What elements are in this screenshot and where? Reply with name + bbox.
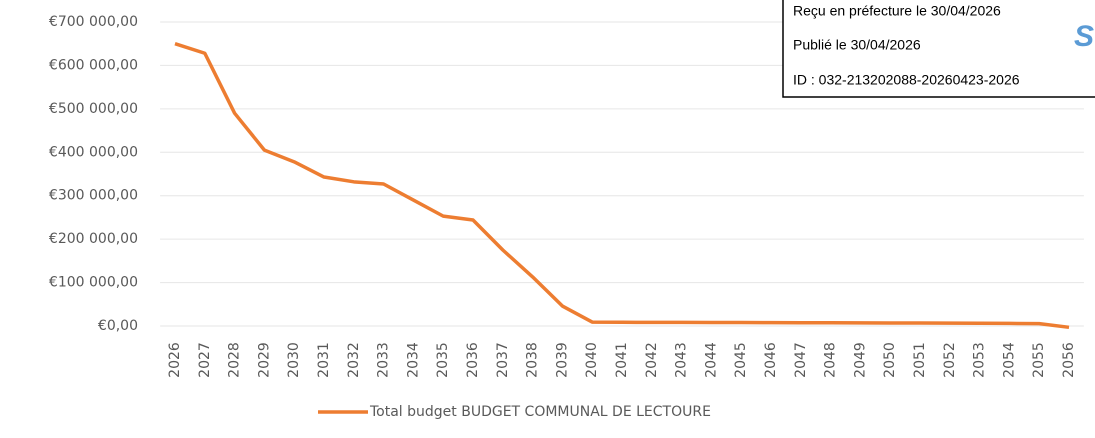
stamp-line: Publié le 30/04/2026 — [793, 37, 921, 53]
x-tick-label: 2049 — [852, 342, 868, 378]
x-tick-label: 2026 — [167, 342, 183, 378]
x-tick-label: 2051 — [912, 342, 928, 378]
x-tick-label: 2048 — [823, 342, 839, 378]
x-tick-label: 2031 — [316, 342, 332, 378]
x-tick-label: 2038 — [525, 342, 541, 378]
x-tick-label: 2045 — [733, 342, 749, 378]
x-tick-label: 2055 — [1031, 342, 1047, 378]
stamp: Reçu en préfecture le 30/04/2026 Publié … — [782, 0, 1095, 98]
x-tick-label: 2041 — [614, 342, 630, 378]
y-tick-label: €400 000,00 — [49, 144, 138, 160]
x-tick-label: 2028 — [227, 342, 243, 378]
x-tick-label: 2030 — [286, 342, 302, 378]
series-line — [174, 42, 1070, 330]
x-tick-label: 2040 — [584, 342, 600, 378]
x-tick-label: 2042 — [644, 342, 660, 378]
stamp-line: Reçu en préfecture le 30/04/2026 — [793, 3, 1001, 19]
y-tick-label: €500 000,00 — [49, 101, 138, 117]
y-tick-label: €700 000,00 — [49, 14, 138, 30]
x-tick-label: 2027 — [197, 342, 213, 378]
stamp-box — [782, 0, 1095, 98]
x-tick-label: 2032 — [346, 342, 362, 378]
x-tick-label: 2036 — [465, 342, 481, 378]
x-tick-label: 2047 — [793, 342, 809, 378]
x-tick-label: 2034 — [405, 342, 421, 378]
x-tick-label: 2053 — [972, 342, 988, 378]
y-tick-label: €0,00 — [98, 318, 138, 334]
x-tick-label: 2054 — [1001, 342, 1017, 378]
x-tick-label: 2039 — [554, 342, 570, 378]
y-tick-label: €200 000,00 — [49, 231, 138, 247]
y-tick-label: €600 000,00 — [49, 57, 138, 73]
x-tick-label: 2044 — [703, 342, 719, 378]
y-tick-label: €100 000,00 — [49, 275, 138, 291]
x-tick-label: 2035 — [435, 342, 451, 378]
x-tick-label: 2043 — [674, 342, 690, 378]
stamp-logo: S — [1074, 20, 1094, 53]
x-tick-label: 2029 — [256, 342, 272, 378]
stamp-line: ID : 032-213202088-20260423-2026 — [793, 72, 1020, 88]
x-tick-label: 2052 — [942, 342, 958, 378]
x-tick-label: 2056 — [1061, 342, 1077, 378]
x-tick-label: 2046 — [763, 342, 779, 378]
x-tick-label: 2050 — [882, 342, 898, 378]
x-tick-label: 2037 — [495, 342, 511, 378]
x-tick-label: 2033 — [376, 342, 392, 378]
y-tick-label: €300 000,00 — [49, 188, 138, 204]
legend-label: Total budget BUDGET COMMUNAL DE LECTOURE — [369, 404, 711, 420]
